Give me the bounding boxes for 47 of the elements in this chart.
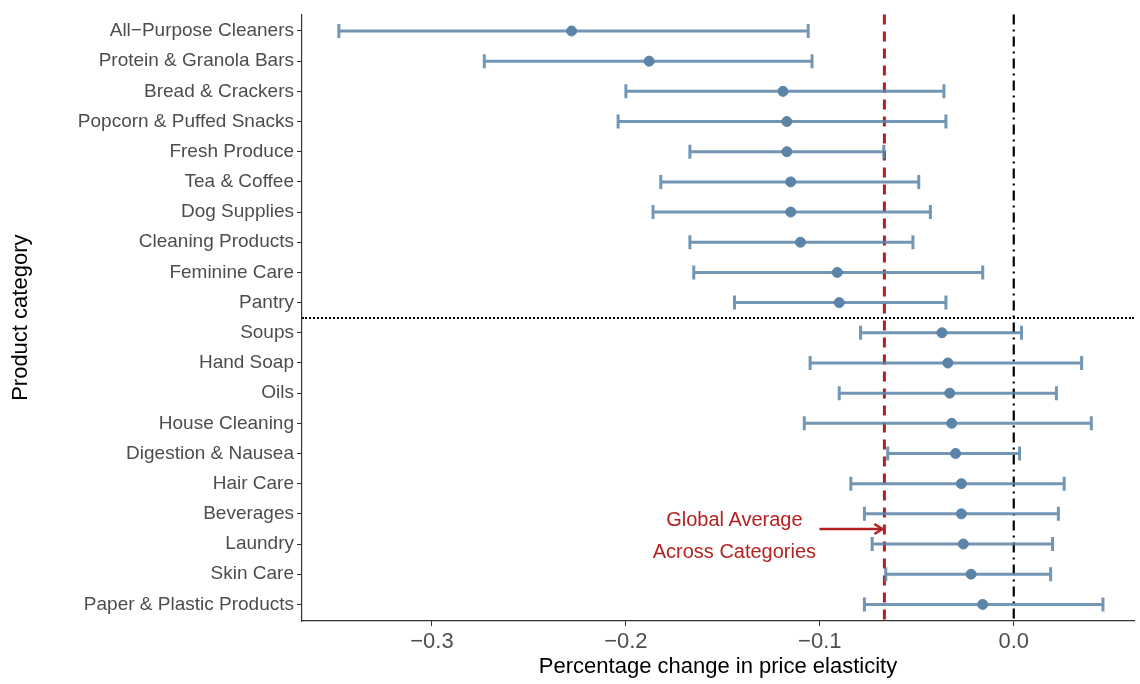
y-tick-label: Hand Soap	[198, 351, 294, 373]
point	[566, 25, 578, 37]
y-tick-label: House Cleaning	[158, 411, 294, 433]
y-tick-label: Protein & Granola Bars	[98, 49, 294, 71]
point	[965, 568, 977, 580]
point	[942, 357, 954, 369]
y-tick-label: Popcorn & Puffed Snacks	[77, 109, 294, 131]
y-tick-label: Dog Supplies	[180, 200, 294, 222]
y-tick-label: Cleaning Products	[138, 230, 294, 252]
point	[950, 448, 962, 460]
point	[946, 417, 958, 429]
point	[781, 146, 793, 158]
y-tick-label: Fresh Produce	[169, 139, 294, 161]
y-tick-label: Feminine Care	[169, 260, 294, 282]
point	[794, 236, 806, 248]
point	[955, 478, 967, 490]
point	[977, 598, 989, 610]
y-tick-label: Laundry	[225, 532, 295, 554]
y-tick-label: Paper & Plastic Products	[83, 592, 294, 614]
y-tick-label: Hair Care	[212, 471, 294, 493]
y-tick-label: Digestion & Nausea	[126, 441, 295, 463]
point	[944, 387, 956, 399]
point	[785, 176, 797, 188]
y-tick-label: Soups	[240, 321, 294, 343]
point	[781, 116, 793, 128]
y-tick-label: Skin Care	[210, 562, 294, 584]
y-tick-label: Beverages	[203, 502, 294, 524]
x-axis-title: Percentage change in price elasticity	[538, 652, 898, 678]
x-tick-label: −0.1	[798, 628, 842, 654]
point	[955, 508, 967, 520]
point	[831, 266, 843, 278]
point	[777, 85, 789, 97]
y-tick-label: Tea & Coffee	[184, 170, 294, 192]
y-tick-label: Bread & Crackers	[144, 79, 294, 101]
ref-line-label: Global Average Across Categories	[652, 508, 817, 563]
x-tick-label: −0.3	[410, 628, 454, 654]
point	[936, 327, 948, 339]
x-tick-label: −0.2	[604, 628, 648, 654]
y-tick-label: Pantry	[239, 290, 295, 312]
point	[785, 206, 797, 218]
y-tick-label: All−Purpose Cleaners	[109, 19, 294, 41]
y-tick-label: Oils	[261, 381, 294, 403]
point	[833, 297, 845, 309]
point	[643, 55, 655, 67]
x-tick-label: 0.0	[998, 628, 1030, 654]
y-axis-title: Product category	[7, 234, 33, 401]
point	[957, 538, 969, 550]
